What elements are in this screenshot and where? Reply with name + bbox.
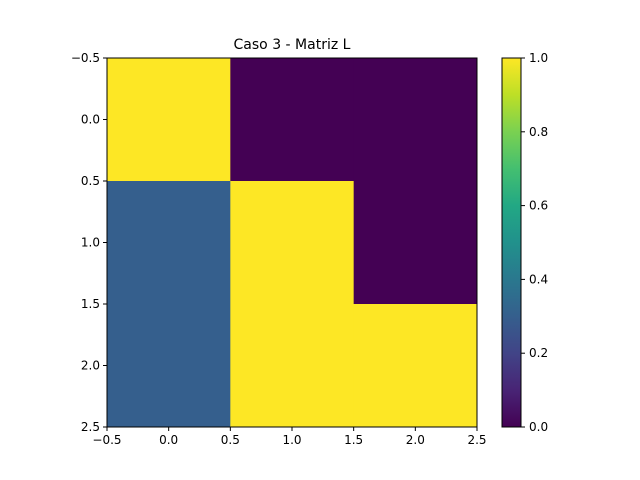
y-tick-label: 1.0 bbox=[81, 236, 100, 250]
heatmap-cell bbox=[230, 58, 355, 182]
colorbar-tick-label: 0.8 bbox=[529, 125, 548, 139]
x-tick-label: 2.0 bbox=[406, 433, 425, 447]
colorbar-tick-label: 0.2 bbox=[529, 346, 548, 360]
heatmap-cells bbox=[107, 58, 478, 428]
heatmap-cell bbox=[353, 304, 478, 428]
y-tick-label: 0.5 bbox=[81, 174, 100, 188]
colorbar bbox=[501, 57, 522, 428]
x-tick-label: 0.0 bbox=[159, 433, 178, 447]
colorbar-gradient bbox=[502, 58, 521, 427]
heatmap-cell bbox=[353, 58, 478, 182]
heatmap-axes: −0.5 0.0 0.5 1.0 1.5 2.0 2.5−0.50.00.51.01.52.… bbox=[71, 51, 487, 447]
colorbar-tick-label: 0.0 bbox=[529, 420, 548, 434]
y-tick-label: −0.5 bbox=[71, 51, 100, 65]
heatmap-cell bbox=[107, 304, 231, 428]
colorbar-tick-label: 1.0 bbox=[529, 51, 548, 65]
colorbar-tick-label: 0.4 bbox=[529, 272, 548, 286]
heatmap-cell bbox=[107, 58, 231, 182]
colorbar-ticks: 0.0 0.2 0.4 0.6 0.8 1.0 bbox=[521, 51, 548, 434]
x-tick-label: 2.5 bbox=[467, 433, 486, 447]
y-tick-label: 0.0 bbox=[81, 113, 100, 127]
x-tick-label: 1.5 bbox=[344, 433, 363, 447]
colorbar-frame bbox=[501, 57, 522, 428]
heatmap-cell bbox=[107, 181, 231, 305]
heatmap-cell bbox=[230, 181, 355, 305]
x-tick-label: 1.0 bbox=[282, 433, 301, 447]
x-tick-label: −0.5 bbox=[92, 433, 121, 447]
x-tick-label: 0.5 bbox=[221, 433, 240, 447]
y-tick-label: 2.0 bbox=[81, 359, 100, 373]
colorbar-tick-label: 0.6 bbox=[529, 199, 548, 213]
y-tick-label: 2.5 bbox=[81, 420, 100, 434]
y-tick-label: 1.5 bbox=[81, 297, 100, 311]
chart-title: Caso 3 - Matriz L bbox=[234, 37, 351, 53]
heatmap-cell bbox=[353, 181, 478, 305]
heatmap-cell bbox=[230, 304, 355, 428]
